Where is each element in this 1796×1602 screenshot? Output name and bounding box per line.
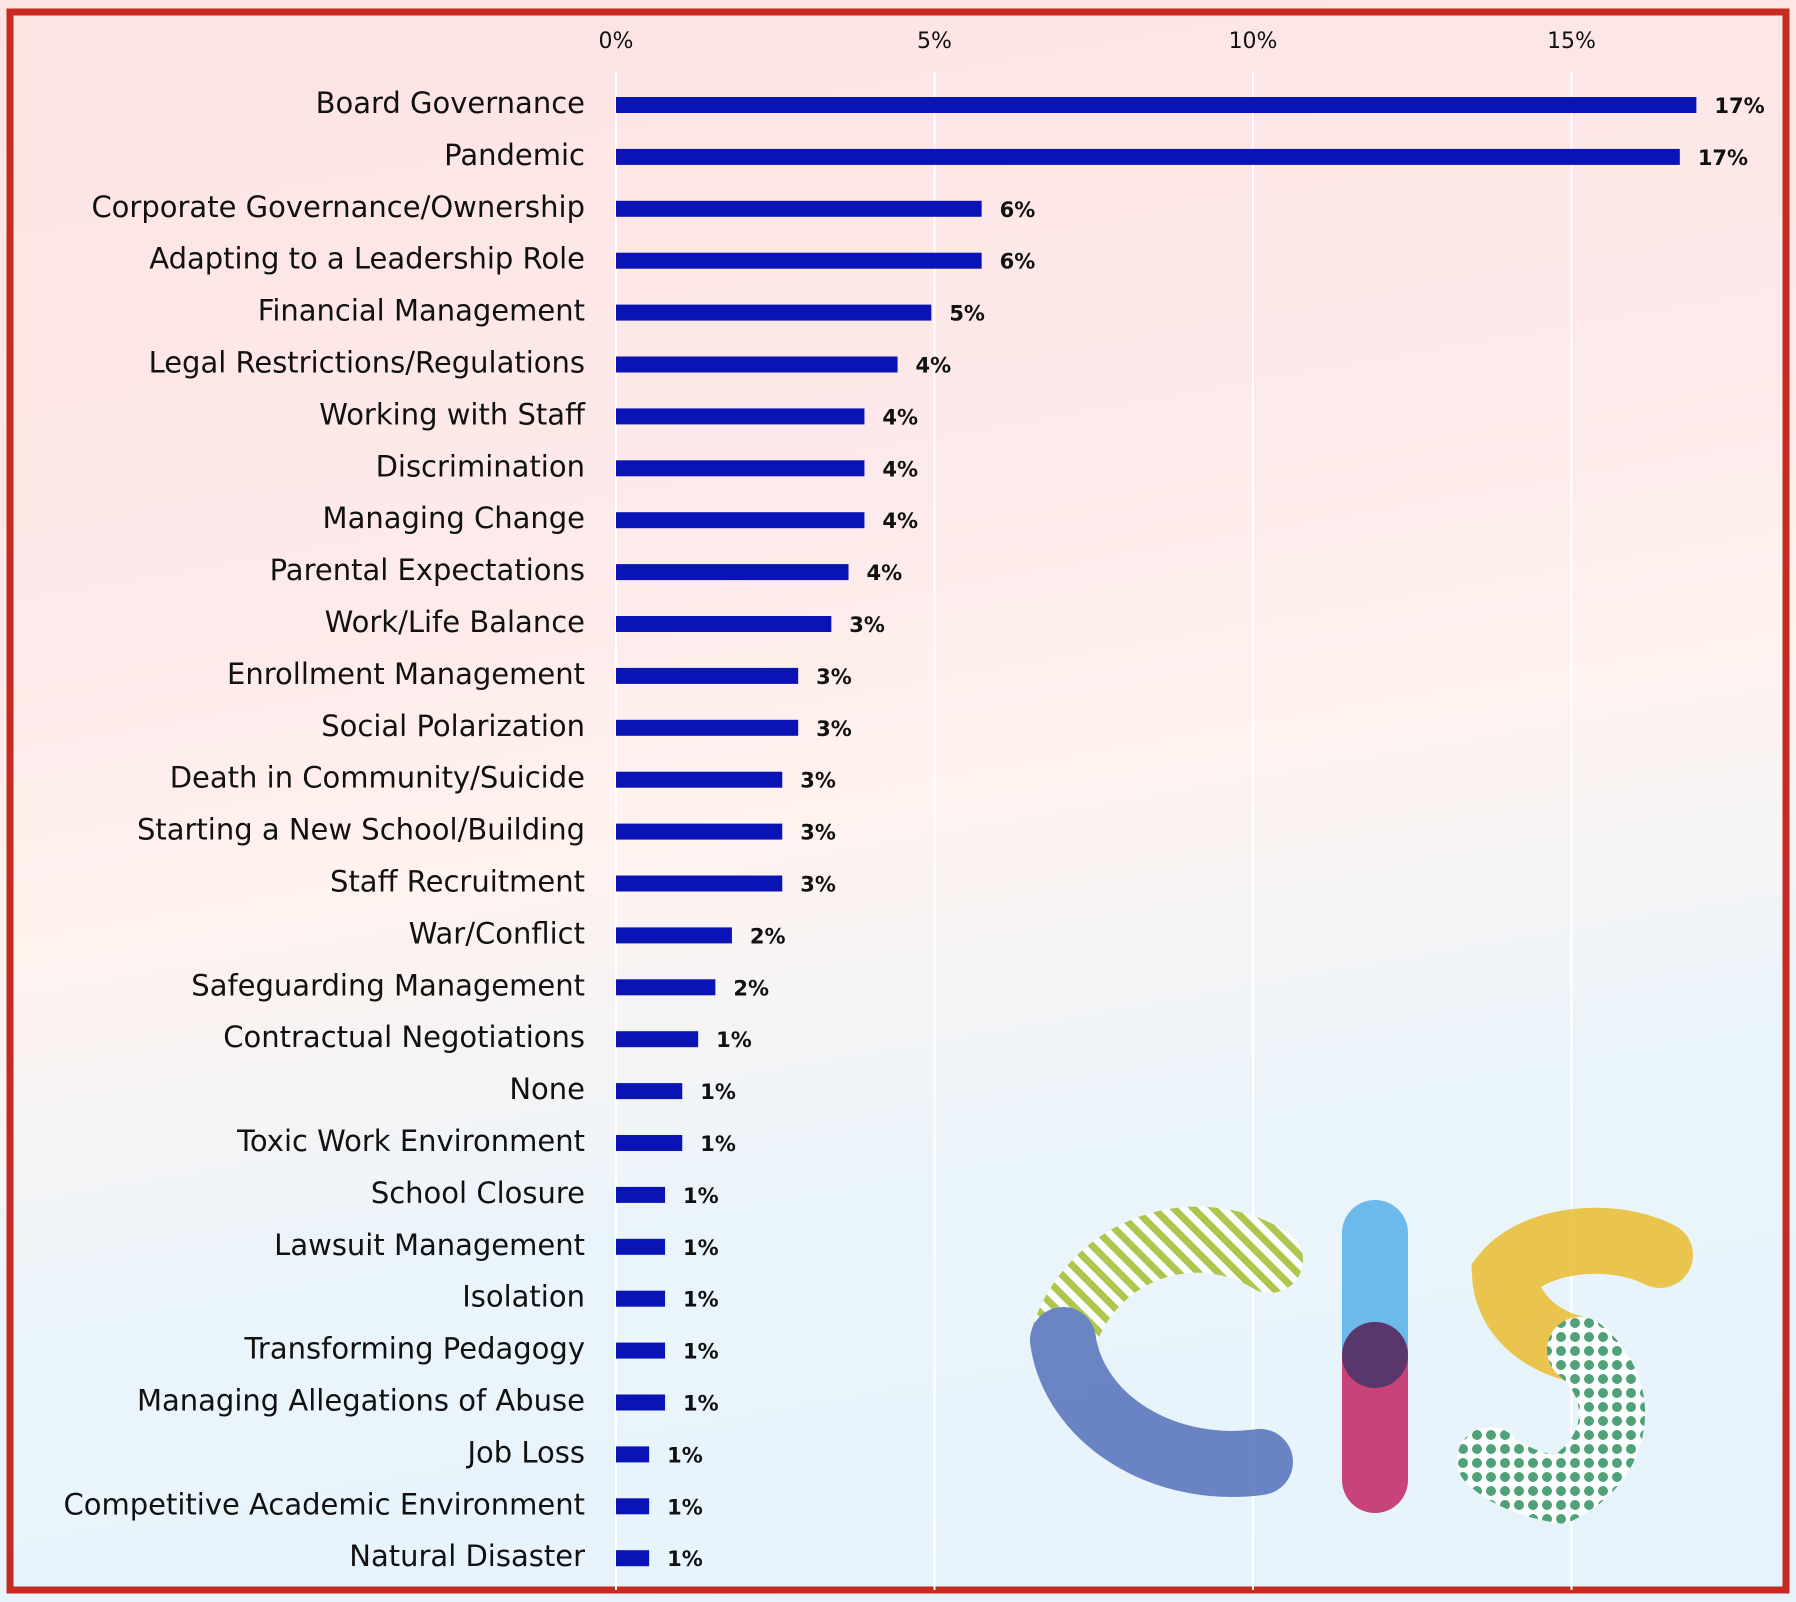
bar bbox=[616, 719, 799, 736]
value-label: 4% bbox=[882, 509, 918, 533]
value-label: 3% bbox=[800, 821, 836, 845]
bar bbox=[616, 1031, 699, 1048]
value-label: 4% bbox=[916, 354, 952, 378]
bar bbox=[616, 616, 832, 632]
value-label: 17% bbox=[1714, 94, 1764, 118]
category-label: Pandemic bbox=[444, 138, 585, 172]
value-label: 1% bbox=[667, 1495, 703, 1519]
value-label: 2% bbox=[750, 924, 786, 948]
value-label: 5% bbox=[949, 302, 985, 326]
category-label: Work/Life Balance bbox=[325, 605, 585, 639]
category-label: Managing Allegations of Abuse bbox=[137, 1384, 585, 1418]
bar bbox=[616, 1446, 650, 1463]
value-label: 2% bbox=[733, 976, 769, 1000]
bar bbox=[616, 304, 932, 321]
bar bbox=[616, 1550, 650, 1567]
value-label: 3% bbox=[849, 613, 885, 637]
frame bbox=[6, 8, 1790, 1594]
value-label: 1% bbox=[667, 1443, 703, 1467]
category-label: War/Conflict bbox=[409, 916, 585, 950]
bar bbox=[616, 823, 783, 840]
category-label: Corporate Governance/Ownership bbox=[91, 190, 585, 224]
category-label: Enrollment Management bbox=[227, 657, 585, 691]
value-label: 1% bbox=[683, 1236, 719, 1260]
value-label: 1% bbox=[683, 1288, 719, 1312]
value-label: 6% bbox=[1000, 250, 1036, 274]
bar bbox=[616, 1290, 666, 1307]
category-label: Staff Recruitment bbox=[330, 865, 585, 899]
bar bbox=[616, 1083, 683, 1100]
category-label: Transforming Pedagogy bbox=[243, 1332, 585, 1366]
value-label: 1% bbox=[700, 1132, 736, 1156]
category-label: Contractual Negotiations bbox=[223, 1020, 585, 1054]
bar bbox=[616, 200, 982, 217]
category-label: Starting a New School/Building bbox=[137, 813, 585, 847]
category-label: Adapting to a Leadership Role bbox=[149, 242, 585, 276]
value-label: 1% bbox=[700, 1080, 736, 1104]
x-tick-label: 0% bbox=[599, 29, 634, 54]
bar bbox=[616, 148, 1680, 165]
bar bbox=[616, 252, 982, 269]
x-tick-label: 15% bbox=[1547, 29, 1596, 54]
bar bbox=[616, 979, 716, 996]
value-label: 3% bbox=[816, 665, 852, 689]
bar bbox=[616, 512, 865, 529]
value-label: 1% bbox=[683, 1184, 719, 1208]
bar bbox=[616, 1238, 666, 1255]
bar bbox=[616, 564, 849, 581]
category-label: Job Loss bbox=[465, 1435, 585, 1469]
value-label: 4% bbox=[867, 561, 903, 585]
bar bbox=[616, 1498, 650, 1515]
bar bbox=[616, 927, 732, 944]
category-label: Discrimination bbox=[376, 449, 585, 483]
value-label: 3% bbox=[816, 717, 852, 741]
logo bbox=[1030, 1200, 1693, 1525]
x-tick-label: 5% bbox=[917, 29, 952, 54]
category-label: None bbox=[509, 1072, 585, 1106]
category-label: Toxic Work Environment bbox=[236, 1124, 585, 1158]
bar bbox=[616, 667, 799, 684]
category-label: Competitive Academic Environment bbox=[63, 1487, 585, 1521]
value-label: 1% bbox=[667, 1547, 703, 1571]
category-label: Death in Community/Suicide bbox=[170, 761, 585, 795]
value-label: 6% bbox=[1000, 198, 1036, 222]
category-label: Board Governance bbox=[316, 86, 585, 120]
bar bbox=[616, 97, 1697, 113]
bar bbox=[616, 771, 783, 788]
bar bbox=[616, 1394, 666, 1411]
category-label: School Closure bbox=[371, 1176, 585, 1210]
bar bbox=[616, 356, 898, 373]
bar bbox=[616, 460, 865, 477]
bar bbox=[616, 408, 865, 425]
category-label: Working with Staff bbox=[319, 397, 586, 431]
category-label: Natural Disaster bbox=[349, 1539, 585, 1573]
value-label: 1% bbox=[716, 1028, 752, 1052]
value-label: 1% bbox=[683, 1392, 719, 1416]
bar bbox=[616, 1342, 666, 1359]
bar bbox=[616, 875, 783, 892]
category-label: Legal Restrictions/Regulations bbox=[149, 346, 585, 380]
value-label: 1% bbox=[683, 1340, 719, 1364]
category-label: Safeguarding Management bbox=[191, 968, 585, 1002]
value-label: 4% bbox=[882, 405, 918, 429]
category-label: Social Polarization bbox=[321, 709, 585, 743]
category-label: Parental Expectations bbox=[270, 553, 585, 587]
x-tick-label: 10% bbox=[1229, 29, 1278, 54]
category-label: Managing Change bbox=[323, 501, 585, 535]
bar bbox=[616, 1135, 683, 1151]
value-label: 17% bbox=[1698, 146, 1748, 170]
category-label: Financial Management bbox=[258, 294, 585, 328]
value-label: 3% bbox=[800, 769, 836, 793]
category-label: Lawsuit Management bbox=[274, 1228, 585, 1262]
value-label: 3% bbox=[800, 873, 836, 897]
bar bbox=[616, 1186, 666, 1203]
category-label: Isolation bbox=[462, 1280, 585, 1314]
value-label: 4% bbox=[882, 457, 918, 481]
